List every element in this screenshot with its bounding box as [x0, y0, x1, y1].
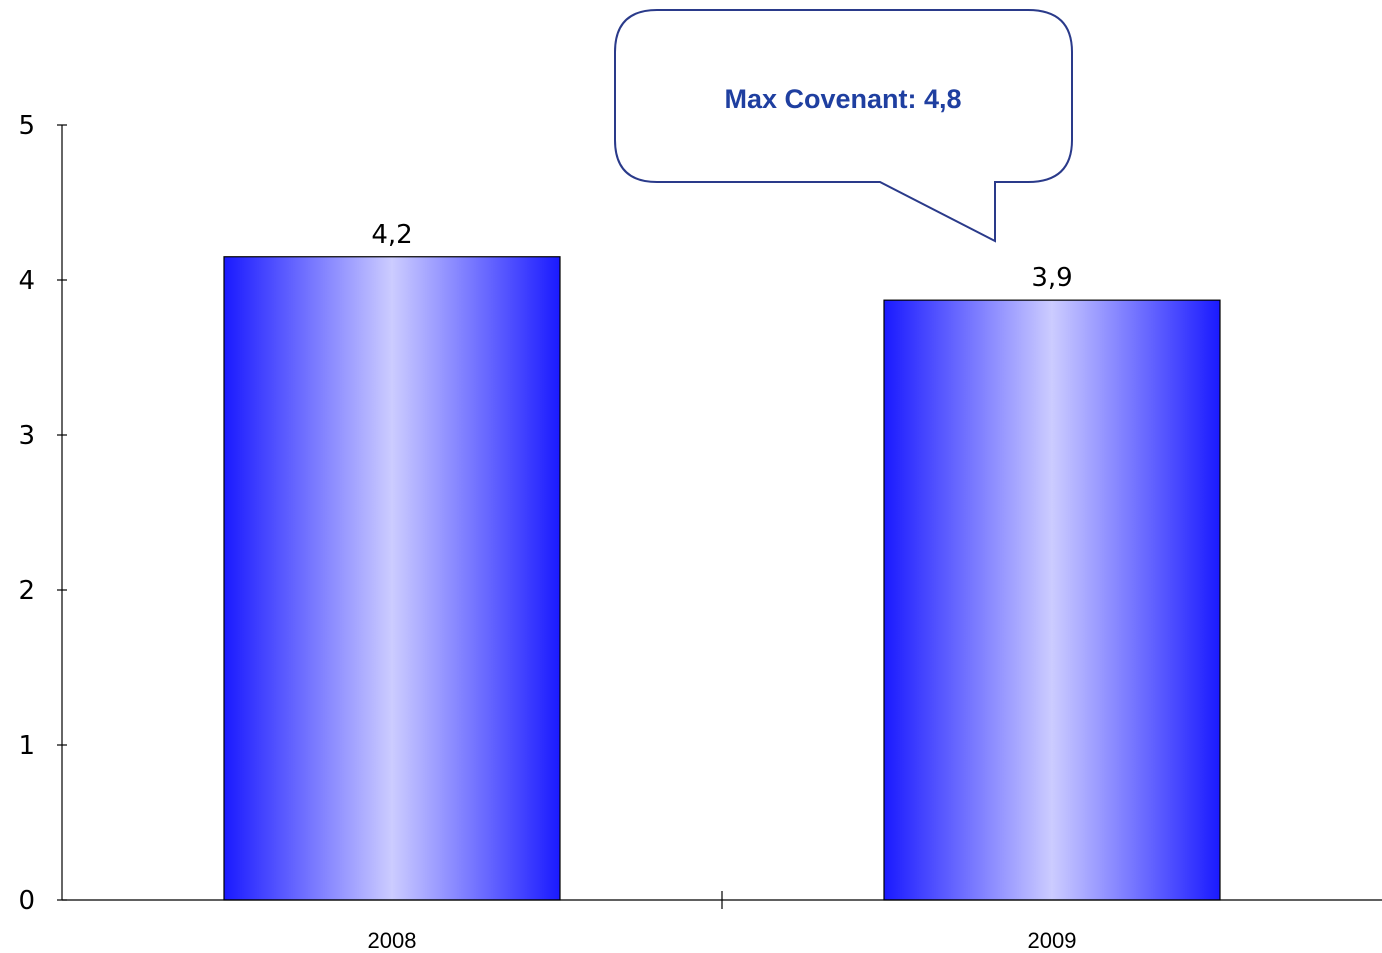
annotation-text: Max Covenant: 4,8 [724, 84, 961, 114]
y-axis-ticks: 0 1 2 3 4 5 [18, 111, 67, 916]
data-label-2008: 4,2 [371, 220, 412, 250]
callout-bubble [614, 9, 1073, 243]
bar-2008 [223, 256, 561, 901]
x-tick-label-2008: 2008 [368, 928, 417, 953]
annotation-callout: Max Covenant: 4,8 [614, 9, 1073, 243]
x-axis-ticks: 2008 2009 [368, 891, 1077, 953]
data-labels: 4,2 3,9 [371, 220, 1072, 293]
bars [223, 256, 1221, 901]
x-tick-label-2009: 2009 [1028, 928, 1077, 953]
y-tick-label: 4 [18, 266, 35, 296]
y-tick-label: 5 [18, 111, 35, 141]
bar-2009 [883, 299, 1221, 901]
y-tick-label: 3 [18, 421, 35, 451]
y-tick-label: 1 [18, 731, 35, 761]
y-tick-label: 0 [18, 886, 35, 916]
data-label-2009: 3,9 [1031, 263, 1072, 293]
y-tick-label: 2 [18, 576, 35, 606]
